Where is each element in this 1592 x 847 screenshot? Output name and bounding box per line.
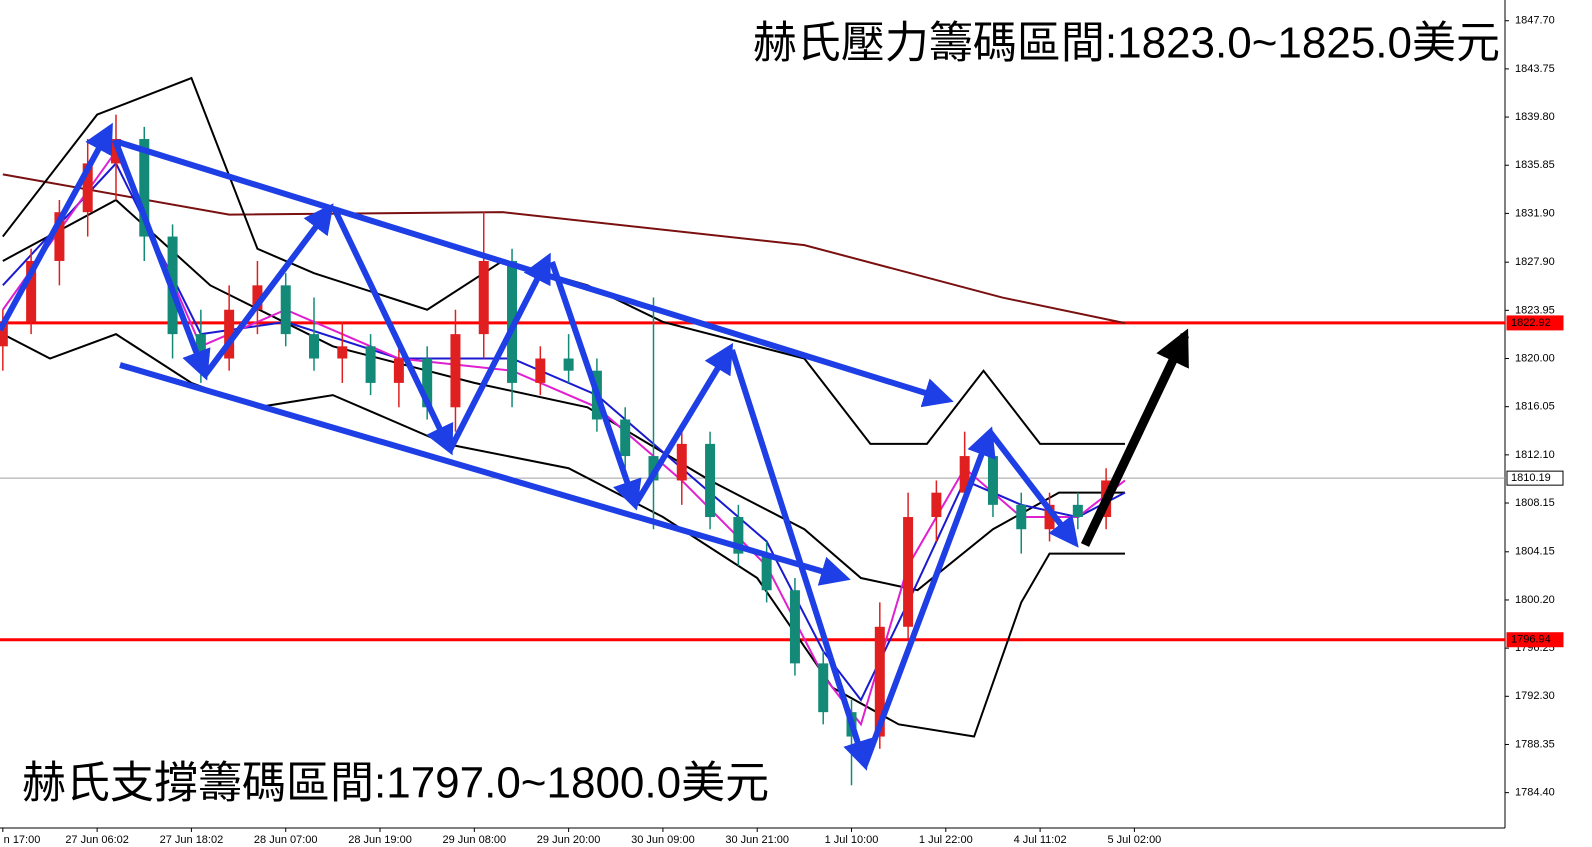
x-tick-label: 30 Jun 21:00	[725, 834, 789, 846]
arrow	[549, 261, 642, 511]
candle-body	[450, 334, 461, 408]
candle-body	[874, 626, 885, 737]
indicator-line	[2, 333, 1125, 738]
plot-area	[0, 76, 1505, 786]
price-level-label: 1796.94	[1511, 634, 1551, 646]
candle-body	[1016, 504, 1027, 530]
channel-arrow	[119, 362, 851, 586]
candle-body	[959, 456, 970, 493]
drawn-annotations	[0, 122, 1190, 771]
indicator-line	[2, 173, 1126, 325]
y-tick-label: 1816.05	[1515, 401, 1555, 413]
channel-arrow	[117, 139, 954, 408]
arrow	[332, 208, 454, 456]
x-tick-label: 27 Jun 18:02	[160, 834, 224, 846]
arrow	[202, 203, 334, 377]
x-tick-label: 30 Jun 09:00	[631, 834, 695, 846]
candle-body	[535, 358, 546, 383]
candle-body	[563, 358, 574, 371]
candle-body	[620, 419, 631, 457]
candle-body	[818, 663, 829, 713]
price-level-box	[1506, 470, 1564, 486]
arrow	[632, 342, 734, 507]
price-level-label: 1822.92	[1511, 317, 1551, 329]
y-tick-label: 1839.80	[1515, 111, 1555, 123]
arrow	[447, 252, 551, 452]
candle-body	[365, 346, 376, 383]
candle-body	[393, 358, 404, 383]
candle-body	[224, 309, 235, 359]
y-tick-label: 1808.15	[1515, 497, 1555, 509]
y-tick-label: 1788.35	[1515, 738, 1555, 750]
candle-body	[195, 334, 206, 359]
y-tick-label: 1843.75	[1515, 63, 1555, 75]
candle-body	[648, 456, 659, 481]
x-tick-label: 1 Jul 10:00	[825, 834, 879, 846]
candle-body	[676, 443, 687, 481]
x-tick-label: 28 Jun 07:00	[254, 834, 318, 846]
resistance-note: 赫氏壓力籌碼區間:1823.0~1825.0美元	[753, 19, 1500, 68]
candle-body	[789, 590, 800, 664]
candle-body	[0, 321, 8, 347]
candle-body	[761, 553, 772, 591]
forecast-arrow	[1080, 328, 1190, 547]
arrow	[862, 426, 996, 767]
candle-body	[478, 260, 489, 335]
y-tick-label: 1792.30	[1515, 690, 1555, 702]
x-tick-label: 29 Jun 20:00	[537, 834, 601, 846]
arrow	[112, 138, 211, 381]
arrow	[729, 349, 872, 771]
candle-body	[903, 517, 914, 627]
candle-body	[252, 285, 263, 310]
candle-body	[110, 139, 121, 164]
candle-body	[733, 517, 744, 554]
y-tick-label: 1800.20	[1515, 594, 1555, 606]
candle-body	[931, 492, 942, 518]
candle-body	[26, 260, 37, 322]
arrow	[987, 430, 1079, 548]
support-note: 赫氏支撐籌碼區間:1797.0~1800.0美元	[22, 759, 769, 808]
candle-body	[309, 334, 320, 359]
y-tick-label: 1831.90	[1515, 207, 1555, 219]
candle-body	[422, 358, 433, 408]
candle-body	[337, 346, 348, 359]
candle-body	[54, 212, 65, 261]
y-tick-label: 1835.85	[1515, 159, 1555, 171]
candle-body	[987, 456, 998, 505]
candle-body	[82, 163, 93, 213]
candle-body	[280, 285, 291, 335]
y-tick-label: 1812.10	[1515, 449, 1555, 461]
x-tick-label: 27 Jun 06:02	[65, 834, 129, 846]
x-tick-label: 5 Jul 02:00	[1107, 834, 1161, 846]
x-tick-label: n 17:00	[4, 834, 41, 846]
y-tick-label: 1823.95	[1515, 304, 1555, 316]
y-tick-label: 1804.15	[1515, 546, 1555, 558]
y-tick-label: 1784.40	[1515, 787, 1555, 799]
price-level-box	[1506, 632, 1564, 648]
candle-body	[705, 443, 716, 518]
candle-body	[1072, 504, 1083, 518]
price-level-label: 1810.19	[1511, 472, 1551, 484]
arrow	[0, 122, 113, 332]
x-tick-label: 29 Jun 08:00	[443, 834, 507, 846]
x-tick-label: 1 Jul 22:00	[919, 834, 973, 846]
x-tick-label: 28 Jun 19:00	[348, 834, 412, 846]
y-tick-label: 1827.90	[1515, 256, 1555, 268]
candle-body	[139, 139, 150, 237]
y-tick-label: 1847.70	[1515, 15, 1555, 27]
y-tick-label: 1820.00	[1515, 352, 1555, 364]
x-tick-label: 4 Jul 11:02	[1014, 834, 1067, 846]
price-level-box	[1506, 315, 1564, 331]
